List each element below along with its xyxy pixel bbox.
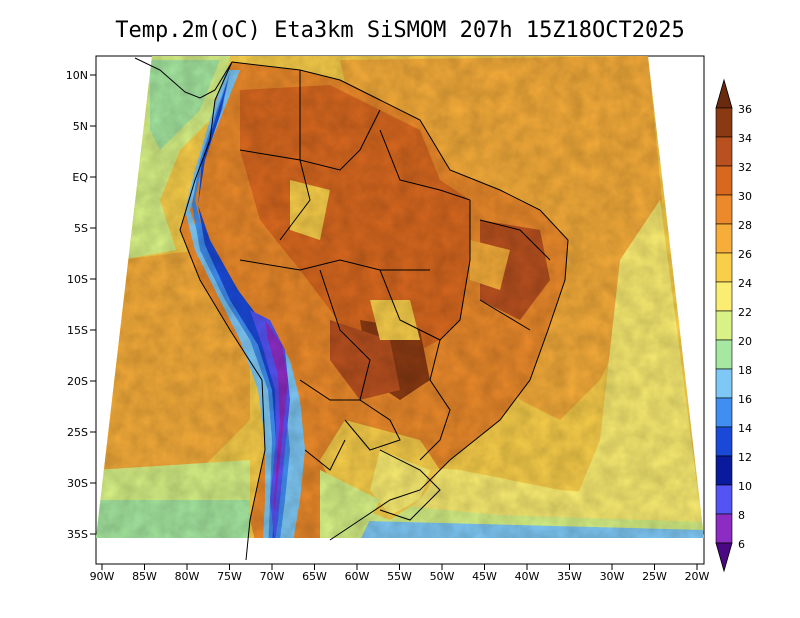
colorbar-swatch bbox=[716, 253, 732, 282]
map-figure: 10N 5N EQ 5S 10S 15S 20S 25S 30S 35S 90W 85W 80W 75W… bbox=[0, 0, 800, 618]
lon-tick-label: 30W bbox=[600, 570, 625, 583]
colorbar-label: 26 bbox=[738, 248, 752, 261]
lon-tick-label: 20W bbox=[685, 570, 710, 583]
lat-tick-label: 5N bbox=[73, 120, 88, 133]
colorbar-swatch bbox=[716, 514, 732, 543]
lat-tick-label: 10N bbox=[66, 69, 88, 82]
colorbar-label: 36 bbox=[738, 103, 752, 116]
colorbar-top-arrow bbox=[716, 80, 732, 108]
colorbar-label: 12 bbox=[738, 451, 752, 464]
colorbar-swatch bbox=[716, 137, 732, 166]
lat-tick-label: 25S bbox=[67, 426, 88, 439]
colorbar-label: 22 bbox=[738, 306, 752, 319]
colorbar-swatch bbox=[716, 311, 732, 340]
lon-tick-label: 40W bbox=[515, 570, 540, 583]
colorbar-swatch bbox=[716, 195, 732, 224]
longitude-axis: 90W 85W 80W 75W 70W 65W 60W 55W 50W 45W 40W 35W 30W 2… bbox=[90, 564, 710, 583]
lon-tick-label: 70W bbox=[260, 570, 285, 583]
colorbar-label: 8 bbox=[738, 509, 745, 522]
colorbar-swatch bbox=[716, 282, 732, 311]
colorbar-swatch bbox=[716, 108, 732, 137]
colorbar-label: 14 bbox=[738, 422, 752, 435]
lon-tick-label: 50W bbox=[430, 570, 455, 583]
lon-tick-label: 85W bbox=[132, 570, 157, 583]
lat-tick-label: 35S bbox=[67, 528, 88, 541]
lon-tick-label: 45W bbox=[472, 570, 497, 583]
latitude-axis: 10N 5N EQ 5S 10S 15S 20S 25S 30S 35S bbox=[66, 69, 96, 541]
colorbar-bottom-arrow bbox=[716, 543, 732, 571]
colorbar-label: 6 bbox=[738, 538, 745, 551]
lat-tick-label: 5S bbox=[74, 222, 88, 235]
lon-tick-label: 80W bbox=[175, 570, 200, 583]
colorbar-swatch bbox=[716, 398, 732, 427]
lon-tick-label: 25W bbox=[642, 570, 667, 583]
colorbar-swatch bbox=[716, 224, 732, 253]
field-texture bbox=[96, 56, 704, 564]
lat-tick-label: EQ bbox=[72, 171, 88, 184]
lat-tick-label: 20S bbox=[67, 375, 88, 388]
colorbar-swatch bbox=[716, 485, 732, 514]
lat-tick-label: 30S bbox=[67, 477, 88, 490]
lon-tick-label: 90W bbox=[90, 570, 115, 583]
colorbar-label: 34 bbox=[738, 132, 752, 145]
colorbar-swatch bbox=[716, 456, 732, 485]
lon-tick-label: 35W bbox=[557, 570, 582, 583]
temperature-field bbox=[96, 56, 704, 564]
lon-tick-label: 60W bbox=[345, 570, 370, 583]
colorbar-swatch bbox=[716, 340, 732, 369]
lon-tick-label: 55W bbox=[387, 570, 412, 583]
lon-tick-label: 75W bbox=[217, 570, 242, 583]
lat-tick-label: 10S bbox=[67, 273, 88, 286]
colorbar: 36 34 32 30 28 26 24 22 20 18 16 14 12 10 8 6 bbox=[716, 80, 752, 571]
colorbar-swatch bbox=[716, 427, 732, 456]
colorbar-label: 18 bbox=[738, 364, 752, 377]
colorbar-label: 10 bbox=[738, 480, 752, 493]
lon-tick-label: 65W bbox=[302, 570, 327, 583]
colorbar-label: 24 bbox=[738, 277, 752, 290]
colorbar-label: 20 bbox=[738, 335, 752, 348]
colorbar-label: 28 bbox=[738, 219, 752, 232]
colorbar-label: 32 bbox=[738, 161, 752, 174]
colorbar-swatch bbox=[716, 369, 732, 398]
colorbar-swatch bbox=[716, 166, 732, 195]
colorbar-label: 30 bbox=[738, 190, 752, 203]
lat-tick-label: 15S bbox=[67, 324, 88, 337]
colorbar-label: 16 bbox=[738, 393, 752, 406]
